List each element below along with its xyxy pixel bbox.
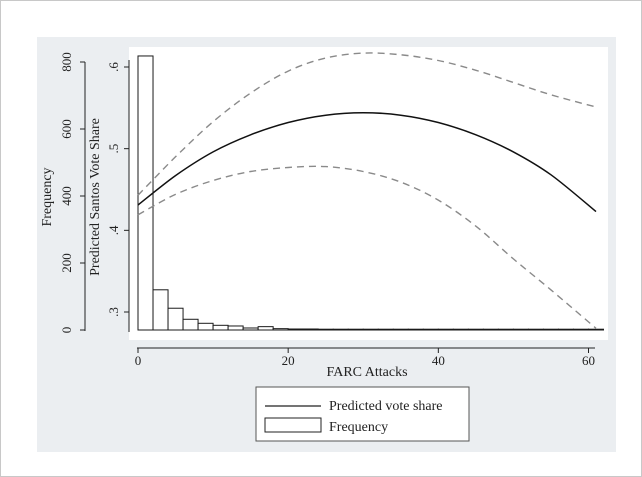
frequency-tick-label: 800 bbox=[59, 52, 74, 72]
vote-share-axis-title: Predicted Santos Vote Share bbox=[88, 118, 103, 276]
histogram-bar bbox=[452, 328, 469, 331]
frequency-axis-title: Frequency bbox=[40, 167, 55, 226]
histogram-bar bbox=[317, 328, 334, 331]
frequency-tick-label: 600 bbox=[59, 119, 74, 139]
histogram-bar bbox=[182, 318, 199, 331]
histogram-bar bbox=[212, 324, 229, 331]
histogram-bar bbox=[542, 328, 559, 331]
frequency-tick-label: 400 bbox=[59, 186, 74, 206]
legend-label-frequency: Frequency bbox=[329, 420, 388, 435]
histogram-bar bbox=[557, 328, 574, 331]
histogram-bar bbox=[377, 328, 394, 331]
histogram-bar bbox=[482, 328, 499, 331]
histogram-bar bbox=[572, 328, 589, 331]
histogram-bar bbox=[332, 328, 349, 331]
histogram-bar bbox=[197, 322, 214, 331]
histogram-bar bbox=[287, 328, 304, 331]
series-line-predicted-vote-share bbox=[137, 111, 597, 213]
vote-share-tick-label: .5 bbox=[106, 144, 121, 154]
histogram-bar bbox=[422, 328, 439, 331]
legend: Predicted vote share Frequency bbox=[255, 386, 470, 442]
histogram-bar bbox=[362, 328, 379, 331]
histogram-bar bbox=[242, 327, 259, 331]
histogram-bar bbox=[152, 289, 169, 331]
legend-label-vote-share: Predicted vote share bbox=[329, 399, 443, 414]
histogram-bar bbox=[587, 328, 605, 331]
plot-area bbox=[129, 47, 608, 340]
histogram-bar bbox=[347, 328, 364, 331]
histogram-bar bbox=[257, 326, 274, 331]
x-tick-label: 40 bbox=[432, 353, 445, 368]
histogram-bar bbox=[407, 328, 424, 331]
x-tick-label: 0 bbox=[135, 353, 142, 368]
histogram-bar bbox=[227, 325, 244, 331]
histogram-bar bbox=[512, 328, 529, 331]
histogram-bar bbox=[467, 328, 484, 331]
histogram-bar bbox=[302, 328, 319, 331]
x-tick-label: 60 bbox=[582, 353, 595, 368]
histogram-bar bbox=[392, 328, 409, 331]
x-axis-title: FARC Attacks bbox=[326, 365, 407, 380]
histogram-bar bbox=[167, 307, 184, 331]
lines-layer bbox=[137, 52, 597, 329]
vote-share-tick-label: .3 bbox=[106, 307, 121, 317]
histogram-bar bbox=[497, 328, 514, 331]
x-tick-label: 20 bbox=[282, 353, 295, 368]
histogram-bar bbox=[527, 328, 544, 331]
frequency-tick-label: 200 bbox=[59, 253, 74, 273]
vote-share-tick-label: .6 bbox=[106, 62, 121, 72]
legend-bar-swatch bbox=[264, 417, 322, 433]
frequency-tick-label: 0 bbox=[59, 327, 74, 334]
histogram-bar bbox=[272, 328, 289, 331]
series-line-lower-bound bbox=[137, 165, 597, 329]
histogram-bar bbox=[437, 328, 454, 331]
vote-share-tick-label: .4 bbox=[106, 225, 121, 235]
